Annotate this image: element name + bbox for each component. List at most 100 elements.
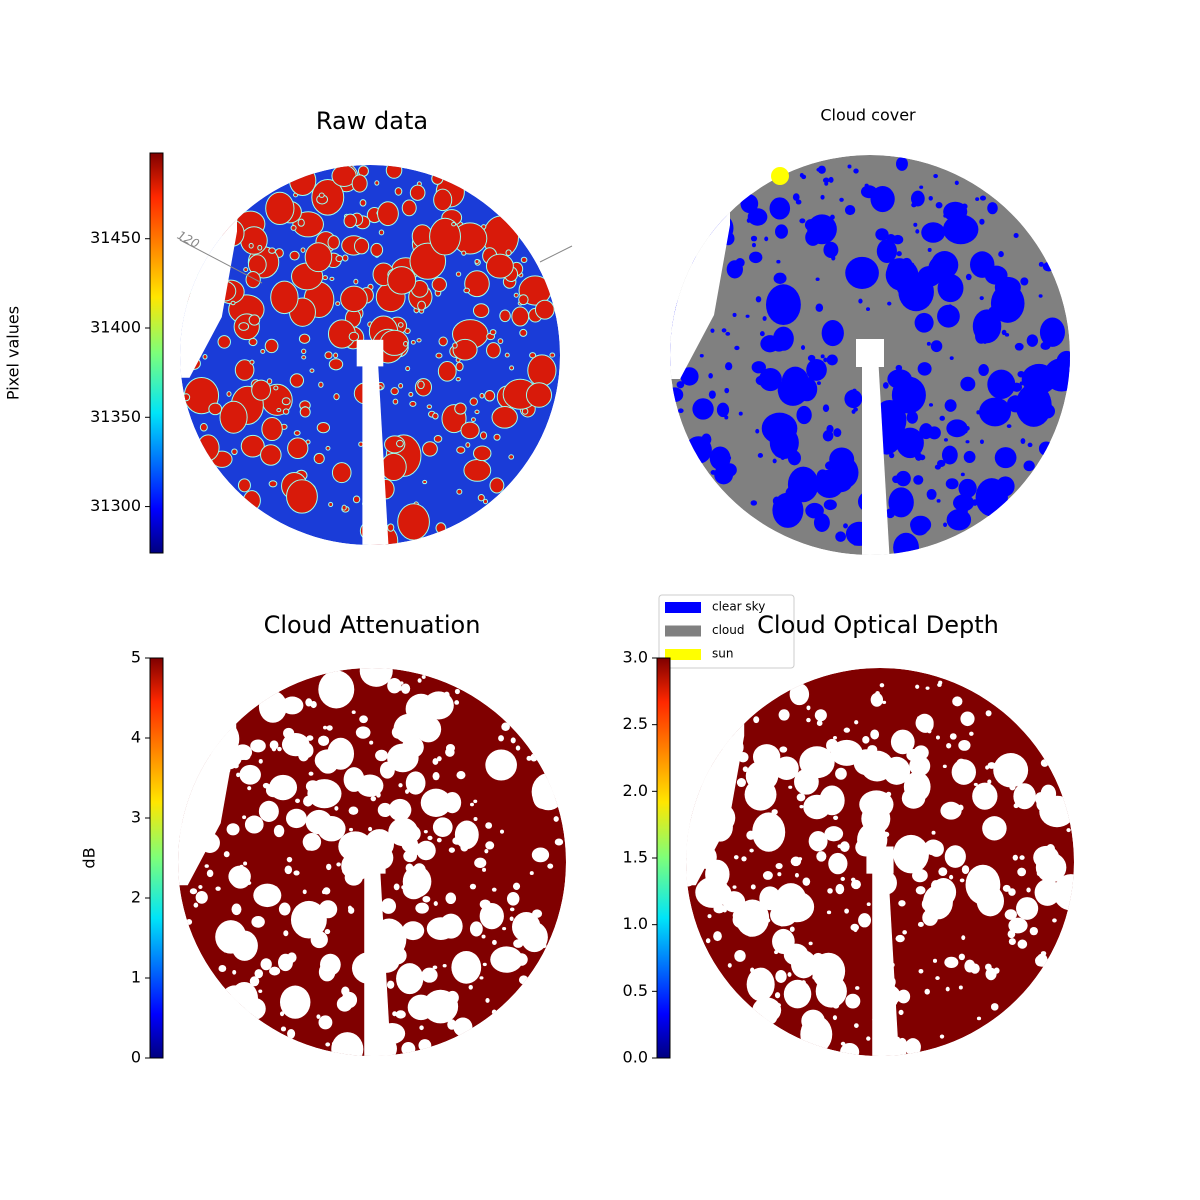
sky-blob [814,709,827,722]
sky-blob [1038,261,1044,267]
sky-blob [1033,402,1039,407]
sky-blob [943,522,948,528]
sky-blob [795,199,802,205]
sky-blob [553,816,559,822]
sky-blob [433,188,453,212]
sky-blob [260,348,266,354]
sky-blob [402,865,432,898]
sky-blob [432,758,439,765]
sky-blob [388,798,412,822]
sky-blob [182,393,191,402]
sky-blob [451,951,482,984]
sky-blob [1002,884,1011,892]
sky-blob [751,361,766,374]
sky-blob [525,382,553,408]
sky-blob [443,691,450,699]
sky-blob [283,930,289,937]
sky-blob [482,962,487,967]
sky-blob [886,234,896,244]
sky-blob [489,477,505,494]
sky-blob [217,335,231,349]
sky-blob [1020,277,1029,286]
sky-blob [993,753,1029,788]
sky-blob [1001,329,1007,336]
panel-title: Cloud Attenuation [264,611,481,639]
sky-blob [473,799,478,804]
sky-blob [448,847,455,853]
sky-blob [859,790,894,819]
sky-blob [759,886,781,911]
sky-blob [283,727,295,739]
sky-blob [775,969,787,983]
sky-blob [328,358,344,371]
sky-blob [917,265,942,287]
sky-blob [405,838,411,844]
sky-blob [918,968,924,974]
sky-blob [1014,342,1024,351]
sky-blob [482,498,489,505]
sky-blob [882,382,889,389]
sky-blob [1035,409,1041,413]
sky-blob [979,195,987,201]
sky-blob [692,398,714,420]
sky-blob [242,815,247,820]
sky-blob [1006,395,1025,413]
sky-blob [295,798,300,804]
sky-blob [231,448,238,456]
sky-blob [244,815,264,834]
sky-blob [554,838,564,846]
sky-blob [519,328,528,337]
sky-blob [915,684,920,689]
sky-blob [867,745,878,754]
sky-blob [258,989,263,993]
sky-blob [368,826,373,832]
sky-blob [499,309,511,323]
sky-blob [469,802,475,807]
sky-blob [515,953,528,966]
sky-blob [453,1017,473,1037]
sky-blob [469,921,483,937]
colorbar-tick-label: 31450 [90,228,141,247]
sky-blob [261,416,283,442]
sky-blob [292,211,324,238]
sky-blob [318,192,325,198]
sky-blob [455,361,464,372]
sky-blob [479,431,488,440]
sky-blob [960,711,975,727]
sky-blob [1040,341,1051,350]
sky-blob [670,387,684,403]
sky-blob [939,415,946,421]
sky-blob [331,462,352,484]
sky-blob [509,907,515,912]
sky-blob [310,700,317,709]
sky-blob [512,882,521,890]
sky-blob [925,686,930,690]
sky-blob [1051,339,1056,344]
sky-blob [329,276,335,281]
sky-blob [403,340,409,347]
sky-blob [716,878,721,884]
sky-blob [734,345,740,351]
sky-blob [699,353,704,358]
sky-blob [1035,955,1046,967]
sky-blob [714,883,732,902]
sky-blob [416,338,422,343]
sky-blob [233,943,238,949]
sky-blob [510,737,516,744]
sky-blob [219,400,248,434]
sky-blob [761,412,798,445]
sky-blob [328,501,334,508]
sky-blob [685,436,712,464]
sky-blob [844,389,863,409]
sky-blob [289,165,317,196]
sky-blob [897,1049,907,1056]
sky-blob [813,513,830,532]
sky-blob [796,405,812,425]
sky-blob [1013,233,1019,238]
sky-blob [1013,783,1036,810]
sky-blob [422,895,431,903]
sky-blob [485,998,490,1003]
mask-wedge [872,862,900,1056]
sky-blob [887,301,892,306]
sky-blob [331,1041,337,1047]
